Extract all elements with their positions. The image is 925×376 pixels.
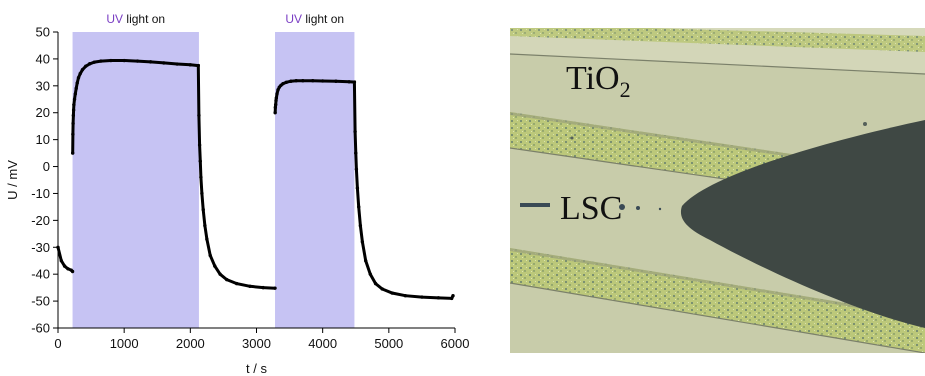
- y-tick-label: 0: [43, 159, 50, 174]
- x-tick-label: 0: [54, 336, 61, 351]
- x-tick-label: 1000: [110, 336, 139, 351]
- band-3-speckle: [510, 248, 925, 353]
- y-tick-label: -40: [31, 267, 50, 282]
- y-tick-label: -30: [31, 240, 50, 255]
- uv-label-prefix: UV: [106, 12, 123, 26]
- uv-label-rest: light on: [302, 12, 344, 26]
- uv-label-rest: light on: [123, 12, 165, 26]
- uv-label-1: UV light on: [106, 12, 165, 26]
- probe-tip: [680, 120, 925, 328]
- chart-axes: 0 1000 2000 3000 4000 5000 6000 -60 -50 -40 -30 -20…: [31, 25, 469, 352]
- uv-shaded-regions: [72, 32, 355, 328]
- uv-label-prefix: UV: [285, 12, 302, 26]
- band-top-speckle: [510, 28, 925, 52]
- defect-dot-4: [863, 122, 867, 126]
- x-axis-label: t / s: [246, 361, 267, 376]
- y-tick-label: 50: [36, 25, 50, 40]
- x-tick-label: 3000: [242, 336, 271, 351]
- y-axis-label: U / mV: [5, 160, 20, 200]
- band-top-edge: [510, 28, 925, 36]
- lsc-label: LSC: [560, 190, 623, 227]
- band-line-1: [510, 53, 925, 75]
- x-tick-label: 5000: [374, 336, 403, 351]
- defect-dot-5: [570, 136, 574, 140]
- chart-svg: 0 1000 2000 3000 4000 5000 6000 -60 -50 -40 -30 -20…: [5, 12, 469, 376]
- chart-labels: UV light on UV light ont / sU / mV: [5, 12, 344, 376]
- data-series: [56, 58, 455, 301]
- x-tick-label: 6000: [441, 336, 470, 351]
- y-tick-label: 10: [36, 132, 50, 147]
- y-tick-label: -60: [31, 321, 50, 336]
- data-trace: [56, 59, 455, 300]
- uv-label-2: UV light on: [285, 12, 344, 26]
- defect-dot-2: [636, 206, 640, 210]
- y-tick-label: -50: [31, 294, 50, 309]
- y-tick-label: 20: [36, 105, 50, 120]
- defect-streak: [520, 203, 550, 207]
- band-3-edge: [510, 248, 925, 319]
- y-tick-label: -10: [31, 186, 50, 201]
- tio2-label: TiO2: [566, 60, 631, 102]
- defect-dot-3: [658, 207, 662, 211]
- micrograph-drawing: [510, 28, 925, 353]
- defect-dot-1: [619, 204, 625, 210]
- uv-region-2: [275, 32, 355, 328]
- x-tick-label: 4000: [308, 336, 337, 351]
- x-tick-label: 2000: [176, 336, 205, 351]
- y-tick-label: -20: [31, 213, 50, 228]
- y-tick-label: 30: [36, 78, 50, 93]
- y-tick-label: 40: [36, 51, 50, 66]
- micrograph-image: TiO2 LSC: [510, 28, 925, 353]
- uv-region-1: [72, 32, 199, 328]
- band-line-3: [510, 282, 925, 353]
